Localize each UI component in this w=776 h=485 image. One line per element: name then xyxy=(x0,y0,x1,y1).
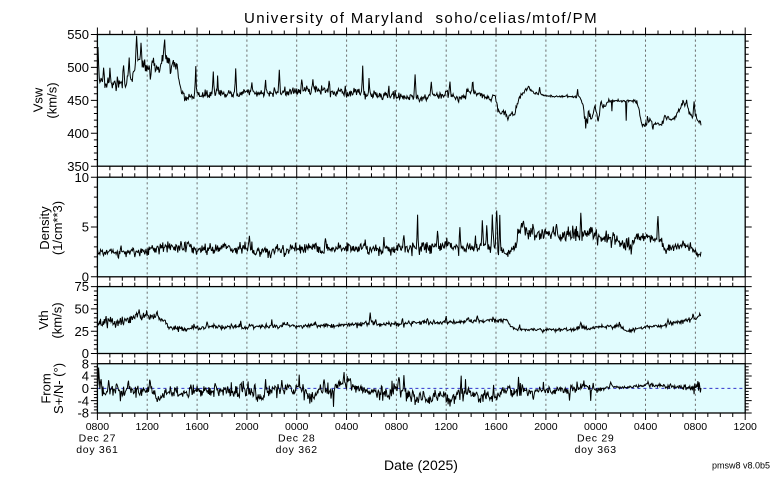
svg-text:500: 500 xyxy=(67,60,89,75)
svg-text:(km/s): (km/s) xyxy=(45,82,60,118)
svg-text:5: 5 xyxy=(82,220,89,235)
svg-text:Dec 28: Dec 28 xyxy=(278,432,315,444)
svg-text:50: 50 xyxy=(75,302,89,317)
svg-text:1600: 1600 xyxy=(185,421,209,433)
svg-text:Vth: Vth xyxy=(36,310,51,330)
svg-text:10: 10 xyxy=(75,170,89,185)
svg-text:(km/s): (km/s) xyxy=(50,302,65,338)
svg-text:0400: 0400 xyxy=(634,421,658,433)
svg-text:550: 550 xyxy=(67,27,89,42)
svg-text:8: 8 xyxy=(82,356,89,371)
svg-text:0400: 0400 xyxy=(335,421,359,433)
svg-text:2000: 2000 xyxy=(534,421,558,433)
svg-text:1200: 1200 xyxy=(734,421,758,433)
svg-text:350: 350 xyxy=(67,159,89,174)
svg-text:Date (2025): Date (2025) xyxy=(384,457,458,473)
svg-text:-4: -4 xyxy=(77,393,89,408)
svg-text:(1/cm**3): (1/cm**3) xyxy=(50,201,65,255)
svg-text:doy 361: doy 361 xyxy=(76,444,118,456)
svg-text:2000: 2000 xyxy=(235,421,259,433)
svg-text:University of Maryland soho/c: University of Maryland soho/celias/mtof/… xyxy=(244,10,598,27)
svg-text:0800: 0800 xyxy=(385,421,409,433)
svg-text:1200: 1200 xyxy=(136,421,160,433)
svg-text:doy 362: doy 362 xyxy=(276,444,318,456)
svg-text:0800: 0800 xyxy=(86,421,110,433)
svg-text:Dec 29: Dec 29 xyxy=(577,432,614,444)
svg-text:4: 4 xyxy=(82,369,89,384)
svg-text:0: 0 xyxy=(82,269,89,284)
svg-text:400: 400 xyxy=(67,126,89,141)
svg-text:0: 0 xyxy=(82,381,89,396)
svg-text:0000: 0000 xyxy=(285,421,309,433)
svg-text:0000: 0000 xyxy=(584,421,608,433)
svg-text:1200: 1200 xyxy=(435,421,459,433)
svg-text:Vsw: Vsw xyxy=(31,87,46,112)
svg-text:75: 75 xyxy=(75,279,89,294)
svg-text:doy 363: doy 363 xyxy=(575,444,617,456)
svg-text:Dec 27: Dec 27 xyxy=(79,432,116,444)
svg-text:S+/N- (°): S+/N- (°) xyxy=(51,363,66,414)
svg-text:25: 25 xyxy=(75,324,89,339)
svg-text:From: From xyxy=(39,373,54,403)
svg-text:0800: 0800 xyxy=(684,421,708,433)
svg-text:-8: -8 xyxy=(77,406,89,421)
svg-text:Density: Density xyxy=(37,206,52,250)
svg-text:450: 450 xyxy=(67,93,89,108)
svg-text:pmsw8 v8.0b5: pmsw8 v8.0b5 xyxy=(712,461,770,471)
svg-text:0: 0 xyxy=(82,346,89,361)
svg-text:1600: 1600 xyxy=(484,421,508,433)
